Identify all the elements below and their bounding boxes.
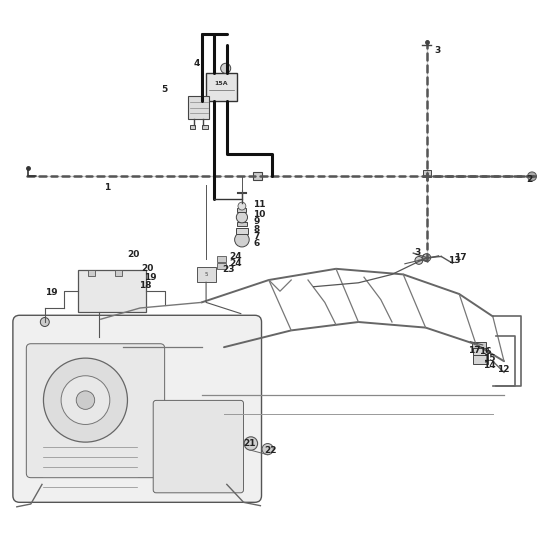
Text: 7: 7 [253,232,259,241]
Bar [190,125,195,129]
Text: 15A: 15A [214,81,228,86]
Text: 8: 8 [253,225,259,234]
Circle shape [221,63,231,73]
Text: 18: 18 [139,281,151,290]
Bar [202,125,208,129]
Circle shape [44,358,128,442]
Text: 6: 6 [253,239,259,248]
Text: 11: 11 [253,200,265,209]
Circle shape [422,254,429,261]
Circle shape [238,202,246,210]
Text: 20: 20 [128,250,140,259]
Text: 19: 19 [144,273,157,282]
Text: 5: 5 [161,85,167,94]
Bar [217,263,226,269]
Text: 3: 3 [434,46,440,55]
Text: 13: 13 [448,256,460,265]
Bar [253,172,262,180]
Text: 9: 9 [253,217,259,226]
Bar [472,342,486,348]
Circle shape [61,376,110,424]
Text: 19: 19 [45,288,58,297]
Bar [473,348,488,356]
Circle shape [236,212,248,223]
Circle shape [423,254,431,262]
Bar [115,270,122,276]
Text: 5: 5 [204,272,208,277]
Text: 10: 10 [253,210,265,219]
Circle shape [40,318,49,326]
Text: 12: 12 [497,365,510,374]
Text: 14: 14 [483,361,496,370]
Text: 20: 20 [141,264,153,273]
Text: 16: 16 [479,347,492,356]
Bar [88,270,95,276]
Text: 4: 4 [193,59,199,68]
Text: 22: 22 [264,446,277,455]
Bar [197,267,216,282]
FancyBboxPatch shape [13,315,262,502]
Circle shape [235,232,249,247]
Bar [237,222,247,226]
Bar [236,228,248,234]
FancyBboxPatch shape [153,400,244,493]
Text: 24: 24 [230,259,242,268]
Text: 15: 15 [483,354,495,363]
Text: 17: 17 [454,253,466,262]
Bar [473,356,488,364]
Bar [78,270,146,312]
Circle shape [244,437,258,450]
Bar [217,256,226,262]
Circle shape [262,444,273,455]
Text: 17: 17 [468,346,481,355]
Circle shape [76,391,95,409]
Text: 2: 2 [526,175,533,184]
Bar [206,73,237,101]
FancyBboxPatch shape [26,344,165,478]
Text: 23: 23 [222,265,234,274]
Bar [188,96,209,119]
Text: 21: 21 [244,439,256,448]
Text: 24: 24 [230,252,242,261]
Circle shape [528,172,536,181]
Text: 1: 1 [104,183,110,192]
Circle shape [415,256,423,264]
Bar [423,170,431,177]
Bar [237,208,246,212]
Text: 3: 3 [414,248,421,256]
